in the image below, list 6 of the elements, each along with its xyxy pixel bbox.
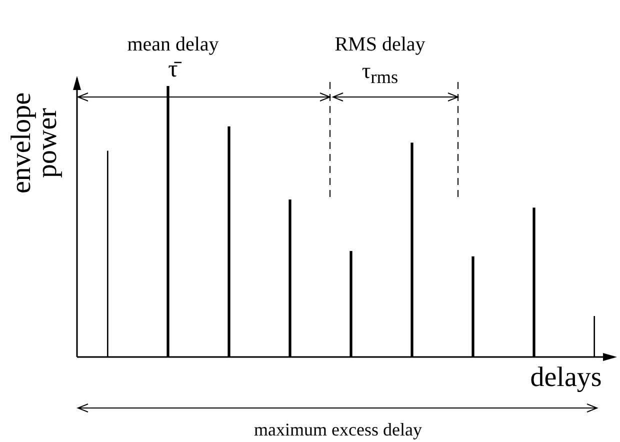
y-axis-title: envelope power [6,91,63,196]
text: maximum excess delay [254,420,422,440]
x-axis-title: delays [530,362,602,394]
annotation: τ$_{rms}$ [362,58,398,88]
text: RMS delay [334,34,426,56]
text: mean delay [127,34,219,56]
